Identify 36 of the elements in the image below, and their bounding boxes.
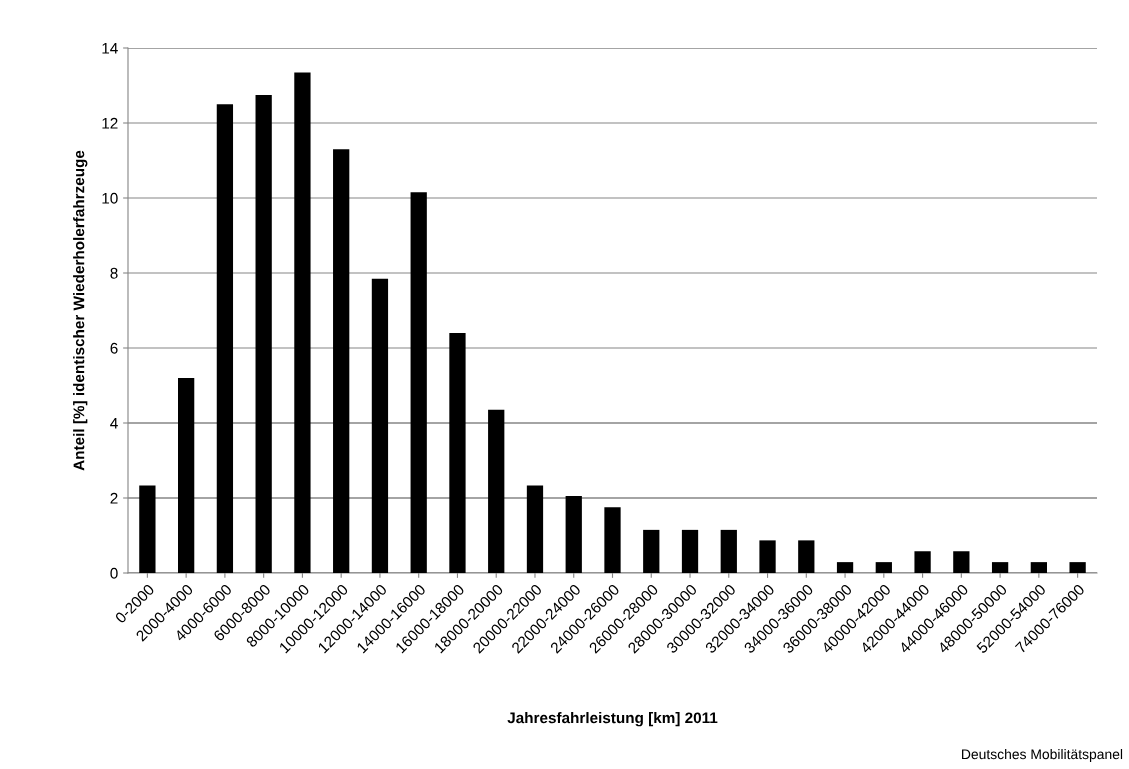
bar: [643, 529, 660, 573]
y-tick-label: 10: [102, 192, 118, 204]
bar: [178, 378, 195, 573]
bar: [604, 507, 621, 573]
bar: [759, 540, 776, 573]
y-axis-title: Anteil [%] identischer Wiederholerfahrzeuge: [73, 150, 88, 471]
bar: [255, 94, 272, 573]
bar: [1069, 562, 1086, 573]
bar: [333, 149, 350, 573]
y-tick-label: 4: [110, 418, 118, 429]
bar: [953, 551, 970, 573]
y-tick-label: 14: [102, 43, 118, 54]
y-tick-label: 12: [102, 117, 118, 129]
bar: [875, 562, 892, 573]
bar: [798, 540, 815, 573]
bar: [216, 104, 234, 573]
y-tick-label: 0: [110, 567, 118, 579]
bar: [836, 562, 854, 573]
bar: [681, 529, 699, 573]
y-tick-label: 6: [110, 342, 118, 354]
bar: [294, 72, 311, 573]
bar: [371, 278, 389, 573]
y-tick-label: 2: [110, 492, 118, 504]
bar: [139, 485, 156, 573]
text: Deutsches Mobilitätspanel: [962, 748, 1123, 762]
y-tick-label: 8: [110, 267, 118, 279]
bar: [488, 409, 505, 573]
bar: [526, 485, 544, 573]
bar: [449, 333, 466, 573]
bar: [1030, 562, 1047, 573]
bar: [565, 496, 582, 573]
bar: [410, 192, 427, 573]
bar: [720, 529, 737, 573]
bar: [991, 562, 1009, 573]
x-axis-title: Jahresfahrleistung [km] 2011: [507, 712, 718, 727]
bar: [914, 551, 931, 573]
